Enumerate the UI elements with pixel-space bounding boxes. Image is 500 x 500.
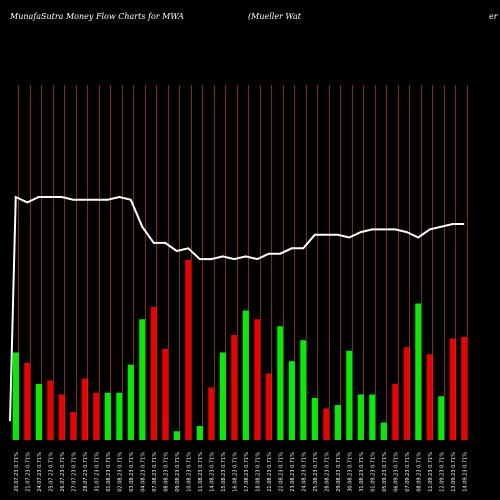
x-tick-label: 31.07.23 0.71% [94,452,100,492]
x-tick-label: 25.08.23 0.71% [313,452,319,492]
chart-title-company-tail: er [489,12,498,21]
money-flow-line [9,195,465,422]
x-tick-label: 30.08.23 0.71% [347,452,353,492]
x-tick-label: 17.08.23 0.71% [244,452,250,492]
bar [265,373,272,440]
x-tick-label: 13.09.23 0.71% [451,452,457,492]
x-tick-label: 31.08.23 0.71% [359,452,365,492]
chart-title-company: (Mueller Wat [248,12,301,21]
x-tick-label: 21.07.23 0.71% [25,452,31,492]
x-tick-label: 20.07.23 0.71% [14,452,20,492]
x-tick-label: 10.08.23 0.71% [186,452,192,492]
x-tick-label: 04.08.23 0.71% [140,452,146,492]
money-flow-bars [12,259,468,440]
bar [139,319,146,440]
x-tick-label: 21.08.23 0.71% [267,452,273,492]
bar [288,361,295,440]
bar [300,340,307,440]
x-tick-label: 03.08.23 0.71% [129,452,135,492]
x-tick-label: 07.08.23 0.71% [152,452,158,492]
bar [369,394,376,440]
x-tick-label: 08.08.23 0.71% [163,452,169,492]
x-tick-label: 28.08.23 0.71% [324,452,330,492]
x-tick-label: 29.08.23 0.71% [336,452,342,492]
x-tick-label: 09.08.23 0.71% [175,452,181,492]
bar [254,319,261,440]
x-tick-label: 27.07.23 0.71% [71,452,77,492]
x-axis-labels: 20.07.23 0.71% 21.07.23 0.71% 24.07.23 0.7… [14,452,469,492]
bar [415,303,422,440]
x-tick-label: 28.07.23 0.71% [83,452,89,492]
bar [116,392,123,440]
chart-title: MunafaSutra Money Flow Charts for MWA [10,12,184,21]
bar [12,352,19,440]
bar [104,392,111,440]
x-tick-label: 11.08.23 0.71% [198,452,204,492]
bar [277,326,284,440]
x-tick-label: 23.08.23 0.71% [290,452,296,492]
bar [219,352,226,440]
bar [357,394,364,440]
x-tick-label: 24.08.23 0.71% [301,452,307,492]
bar [93,392,100,440]
x-tick-label: 25.07.23 0.71% [48,452,54,492]
bar [58,394,65,440]
x-tick-label: 02.08.23 0.71% [117,452,123,492]
x-tick-label: 16.08.23 0.71% [232,452,238,492]
bar [173,431,180,440]
x-tick-label: 07.09.23 0.71% [405,452,411,492]
bar [403,347,410,440]
bar [380,422,387,440]
x-tick-label: 01.09.23 0.71% [370,452,376,492]
bar [35,384,42,440]
bar [127,364,134,440]
x-tick-label: 05.09.23 0.71% [382,452,388,492]
bar [334,405,341,440]
bar [162,349,169,440]
x-tick-label: 15.08.23 0.71% [221,452,227,492]
bar [426,354,433,440]
bar [461,336,468,440]
x-tick-label: 12.09.23 0.71% [439,452,445,492]
x-tick-label: 18.08.23 0.71% [255,452,261,492]
x-tick-label: 14.09.23 0.71% [462,452,468,492]
bar [392,384,399,440]
bar [24,363,31,440]
bar [311,398,318,440]
bar [196,426,203,440]
bar [70,412,77,440]
bar [323,408,330,440]
bar [208,387,215,440]
x-tick-label: 06.09.23 0.71% [393,452,399,492]
bar [242,310,249,440]
bar [150,307,157,440]
x-tick-label: 26.07.23 0.71% [60,452,66,492]
x-tick-label: 08.09.23 0.71% [416,452,422,492]
x-tick-label: 01.08.23 0.71% [106,452,112,492]
bar [47,380,54,440]
bar [185,259,192,440]
bar [449,338,456,440]
bar [438,396,445,440]
bar [346,350,353,440]
bar [231,335,238,440]
bar [81,378,88,440]
x-tick-label: 11.09.23 0.71% [428,452,434,492]
x-tick-label: 22.08.23 0.71% [278,452,284,492]
x-tick-label: 14.08.23 0.71% [209,452,215,492]
x-tick-label: 24.07.23 0.71% [37,452,43,492]
